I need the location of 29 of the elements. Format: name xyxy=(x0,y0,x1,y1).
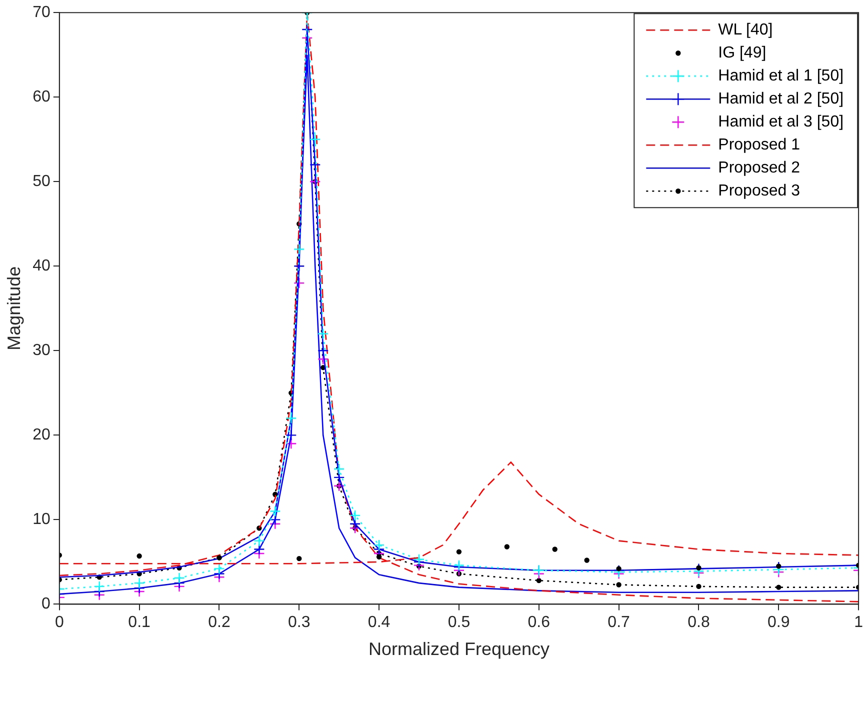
legend-label: WL [40] xyxy=(718,22,773,39)
x-axis-title: Normalized Frequency xyxy=(368,639,550,660)
y-tick-label: 50 xyxy=(32,173,50,190)
x-tick-label: 0.7 xyxy=(608,614,630,632)
x-tick-label: 1 xyxy=(854,614,864,632)
x-tick-label: 0.3 xyxy=(288,614,310,632)
legend-label: Hamid et al 2 [50] xyxy=(718,90,844,108)
x-tick-label: 0.6 xyxy=(528,614,550,632)
x-tick-label: 0.4 xyxy=(368,614,390,632)
y-tick-label: 60 xyxy=(32,88,50,106)
x-tick-label: 0 xyxy=(54,614,64,632)
legend-label: Proposed 1 xyxy=(718,136,800,154)
legend-label: Proposed 3 xyxy=(718,182,800,200)
y-tick-label: 10 xyxy=(32,511,50,528)
x-tick-label: 0.2 xyxy=(208,614,230,632)
x-tick-label: 0.8 xyxy=(688,614,710,632)
y-tick-label: 70 xyxy=(32,4,50,22)
y-tick-label: 20 xyxy=(32,426,50,444)
legend-label: IG [49] xyxy=(718,44,766,62)
y-tick-label: 0 xyxy=(41,596,50,613)
y-axis-title: Magnitude xyxy=(4,266,24,350)
legend-label: Proposed 2 xyxy=(718,160,800,177)
legend-label: Hamid et al 3 [50] xyxy=(718,114,844,131)
y-tick-label: 30 xyxy=(32,342,50,360)
x-tick-label: 0.1 xyxy=(128,614,151,632)
legend-label: Hamid et al 1 [50] xyxy=(718,68,844,85)
y-tick-label: 40 xyxy=(32,258,50,275)
x-tick-label: 0.5 xyxy=(448,614,470,632)
x-tick-label: 0.9 xyxy=(768,614,790,632)
